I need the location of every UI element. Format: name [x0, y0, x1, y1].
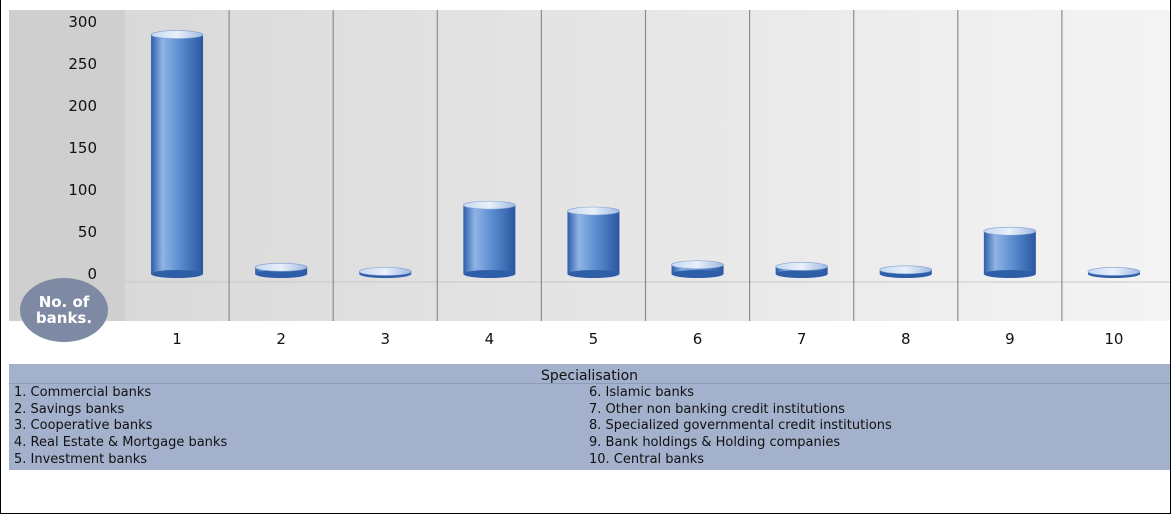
x-tick-label: 6 — [693, 330, 703, 348]
bar — [567, 206, 620, 278]
bar-cap — [775, 262, 828, 271]
y-axis-label-badge: No. of banks. — [20, 278, 108, 342]
x-tick-label: 9 — [1005, 330, 1015, 348]
bar — [150, 30, 204, 278]
y-tick-label: 0 — [87, 265, 97, 283]
bar-base — [567, 270, 620, 278]
y-tick-label: 250 — [68, 55, 97, 73]
bar-cap — [463, 200, 516, 210]
y-axis-label: No. of banks. — [35, 293, 93, 327]
bar-cap — [358, 267, 412, 276]
bar-cap — [1087, 267, 1141, 276]
x-tick-label: 1 — [172, 330, 182, 348]
bar-base — [671, 270, 724, 278]
bar-base — [255, 270, 308, 278]
legend-column-left: 1. Commercial banks 2. Savings banks 3. … — [14, 385, 227, 469]
y-tick-label: 50 — [78, 223, 97, 241]
bar-body — [567, 211, 620, 274]
y-axis-band — [9, 10, 125, 321]
bar-base — [775, 270, 828, 278]
legend-item: 9. Bank holdings & Holding companies — [589, 435, 841, 451]
x-tick-label: 4 — [485, 330, 495, 348]
bar — [254, 262, 308, 278]
y-tick-label: 300 — [68, 13, 97, 31]
bar-base — [463, 270, 516, 278]
x-tick-label: 2 — [276, 330, 286, 348]
x-tick-label: 3 — [380, 330, 390, 348]
bar-cap — [567, 206, 620, 216]
bar-base — [151, 270, 204, 278]
y-tick-label: 200 — [68, 97, 97, 115]
y-tick-label: 150 — [68, 139, 97, 157]
legend-item: 7. Other non banking credit institutions — [589, 401, 846, 417]
legend-item: 2. Savings banks — [14, 401, 125, 417]
bar — [775, 262, 828, 278]
bar-chart: 0 50 100 150 200 250 300 1 2 3 4 5 6 7 8 9 10 — [9, 10, 1170, 348]
bar-body — [983, 231, 1036, 274]
x-tick-label: 5 — [589, 330, 599, 348]
legend-item: 10. Central banks — [589, 451, 705, 467]
legend-item: 1. Commercial banks — [14, 385, 152, 400]
legend-item: 5. Investment banks — [14, 451, 148, 467]
bar-cap — [879, 265, 933, 275]
bar-body — [463, 205, 516, 274]
bar-base — [983, 270, 1036, 278]
bar — [671, 260, 724, 278]
bar-cap — [671, 260, 724, 270]
bar-body — [151, 34, 204, 274]
x-tick-label: 8 — [901, 330, 911, 348]
legend-panel: Specialisation 1. Commercial banks 2. Sa… — [9, 364, 1170, 470]
bar — [463, 200, 516, 278]
y-tick-label: 100 — [68, 181, 97, 199]
bar — [879, 265, 933, 278]
bar — [983, 226, 1037, 278]
bar-body — [671, 264, 724, 274]
bar — [358, 267, 412, 278]
legend-column-right: 6. Islamic banks 7. Other non banking cr… — [589, 385, 892, 469]
x-tick-label: 10 — [1104, 330, 1123, 348]
legend-item: 3. Cooperative banks — [14, 418, 153, 434]
bar-cap — [150, 30, 204, 39]
legend-divider — [9, 383, 1170, 384]
bar-cap — [254, 262, 308, 272]
legend-item: 6. Islamic banks — [589, 385, 695, 400]
x-axis-title: Specialisation — [540, 368, 639, 384]
bar — [1087, 267, 1141, 278]
legend-item: 4. Real Estate & Mortgage banks — [14, 435, 228, 451]
legend-item: 8. Specialized governmental credit insti… — [589, 418, 892, 434]
x-tick-label: 7 — [797, 330, 807, 348]
bar-cap — [983, 226, 1037, 236]
